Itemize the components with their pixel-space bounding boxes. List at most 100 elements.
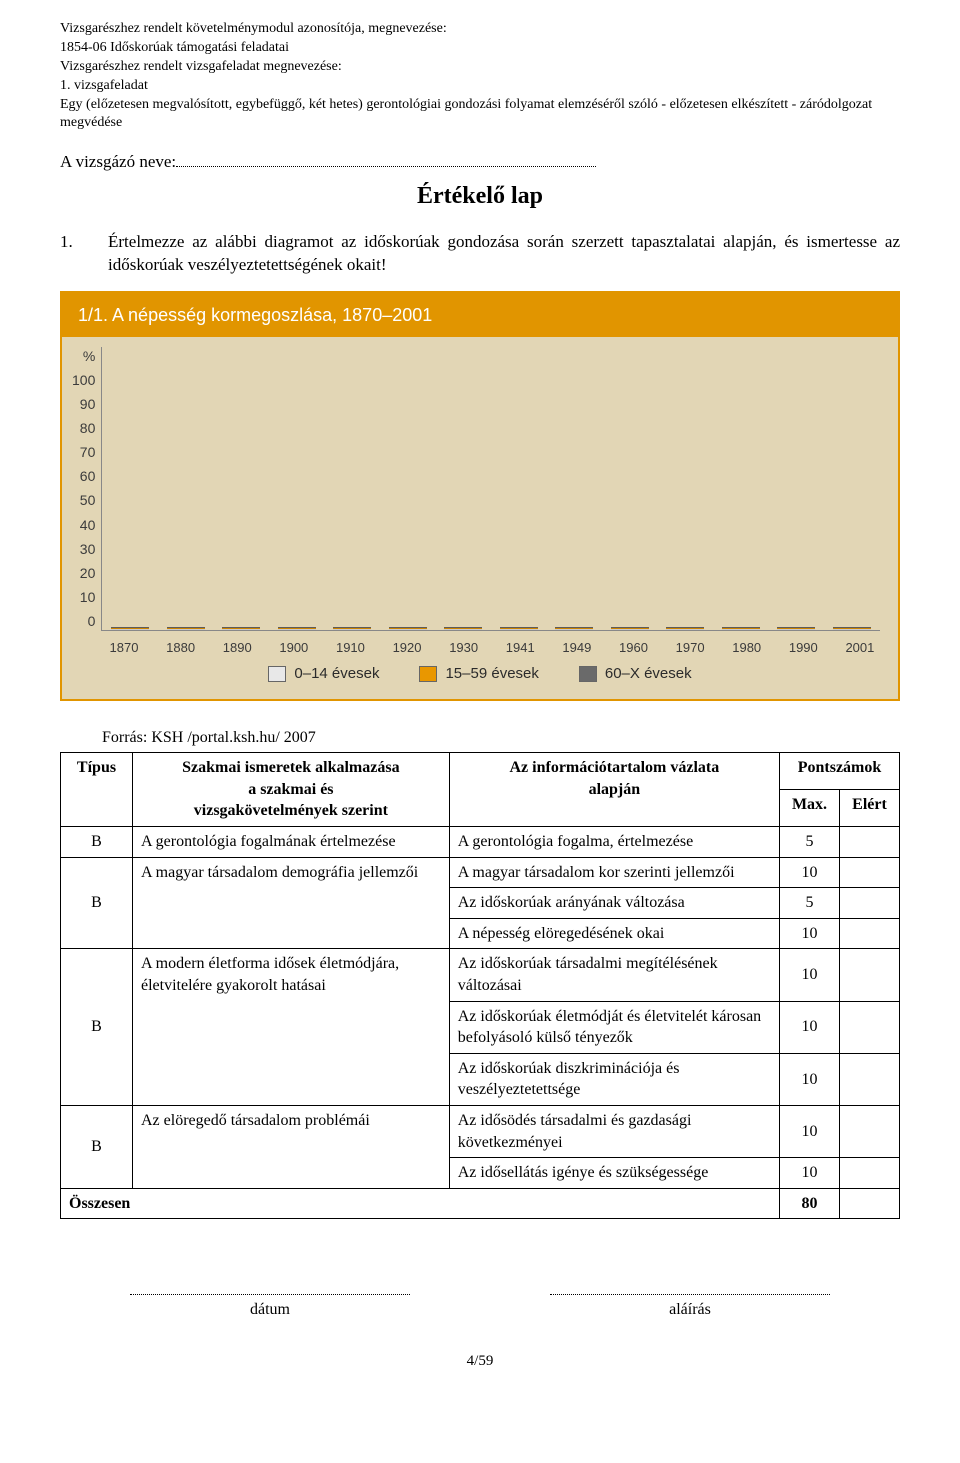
cell-elert xyxy=(840,1105,900,1157)
cell-max: 10 xyxy=(780,918,840,949)
x-tick: 1960 xyxy=(613,639,653,657)
x-tick: 1910 xyxy=(330,639,370,657)
legend-item: 15–59 évesek xyxy=(419,664,538,684)
cell-item: Az időskorúak diszkriminációja és veszél… xyxy=(449,1053,779,1105)
stacked-bar xyxy=(666,627,704,630)
bar-segment xyxy=(611,629,649,630)
legend-swatch xyxy=(579,666,597,682)
bar-segment xyxy=(777,629,815,630)
bar-column xyxy=(221,627,261,630)
cell-elert xyxy=(840,888,900,919)
bar-column xyxy=(721,627,761,630)
stacked-bar xyxy=(777,627,815,630)
question-number: 1. xyxy=(60,231,80,277)
cell-total-elert xyxy=(840,1188,900,1219)
cell-item: Az időskorúak társadalmi megítélésének v… xyxy=(449,949,779,1001)
cell-type: B xyxy=(61,857,133,949)
table-row: BAz elöregedő társadalom problémáiAz idő… xyxy=(61,1105,900,1157)
cell-type: B xyxy=(61,827,133,858)
bar-column xyxy=(776,627,816,630)
cell-topic: Az elöregedő társadalom problémái xyxy=(133,1105,450,1188)
y-tick: 30 xyxy=(80,540,96,559)
y-tick: 90 xyxy=(80,395,96,414)
bar-segment xyxy=(389,629,427,630)
stacked-bar xyxy=(333,627,371,630)
examinee-name-line: A vizsgázó neve: xyxy=(60,151,900,174)
bar-column xyxy=(166,627,206,630)
table-row: BA modern életforma idősek életmódjára, … xyxy=(61,949,900,1001)
cell-total-value: 80 xyxy=(780,1188,840,1219)
signature-column: aláírás xyxy=(550,1279,830,1321)
legend-swatch xyxy=(419,666,437,682)
chart-bars xyxy=(101,347,880,631)
bar-segment xyxy=(555,629,593,630)
legend-label: 0–14 évesek xyxy=(294,665,379,682)
bar-segment xyxy=(222,629,260,630)
cell-elert xyxy=(840,827,900,858)
date-label: dátum xyxy=(130,1299,410,1321)
cell-item: A népesség elöregedésének okai xyxy=(449,918,779,949)
x-tick: 1870 xyxy=(104,639,144,657)
header-line: Vizsgarészhez rendelt követelménymodul a… xyxy=(60,20,900,39)
cell-type: B xyxy=(61,949,133,1106)
cell-elert xyxy=(840,1158,900,1189)
y-tick: 70 xyxy=(80,443,96,462)
date-dotted-line xyxy=(130,1279,410,1295)
th-type: Típus xyxy=(61,753,133,827)
th-max: Max. xyxy=(780,790,840,827)
cell-topic: A gerontológia fogalmának értelmezése xyxy=(133,827,450,858)
cell-type: B xyxy=(61,1105,133,1188)
x-tick: 1970 xyxy=(670,639,710,657)
bar-segment xyxy=(444,629,482,630)
x-tick: 1920 xyxy=(387,639,427,657)
page-number: 4/59 xyxy=(60,1351,900,1371)
cell-max: 5 xyxy=(780,827,840,858)
bar-column xyxy=(832,627,872,630)
th-elert: Elért xyxy=(840,790,900,827)
stacked-bar xyxy=(500,627,538,630)
y-axis-unit: % xyxy=(83,347,95,366)
cell-elert xyxy=(840,949,900,1001)
th-topic-l1: Szakmai ismeretek alkalmazása xyxy=(141,757,441,779)
population-chart: 1/1. A népesség kormegoszlása, 1870–2001… xyxy=(60,291,900,701)
chart-title: 1/1. A népesség kormegoszlása, 1870–2001 xyxy=(62,293,898,337)
stacked-bar xyxy=(611,627,649,630)
x-tick: 2001 xyxy=(840,639,880,657)
th-topic: Szakmai ismeretek alkalmazása a szakmai … xyxy=(133,753,450,827)
y-tick: 10 xyxy=(80,588,96,607)
cell-topic: A modern életforma idősek életmódjára, é… xyxy=(133,949,450,1106)
page-title: Értékelő lap xyxy=(60,180,900,212)
cell-max: 10 xyxy=(780,949,840,1001)
bar-column xyxy=(443,627,483,630)
x-tick: 1941 xyxy=(500,639,540,657)
name-dotted-line xyxy=(176,152,596,167)
chart-plot-area: % 1009080706050403020100 xyxy=(62,337,898,637)
cell-max: 10 xyxy=(780,1053,840,1105)
bar-column xyxy=(554,627,594,630)
x-tick: 1980 xyxy=(727,639,767,657)
cell-max: 10 xyxy=(780,1105,840,1157)
table-row: BA magyar társadalom demográfia jellemző… xyxy=(61,857,900,888)
module-header: Vizsgarészhez rendelt követelménymodul a… xyxy=(60,20,900,133)
th-info-l2: alapján xyxy=(458,779,771,801)
stacked-bar xyxy=(278,627,316,630)
header-line: 1. vizsgafeladat xyxy=(60,77,900,96)
y-tick: 20 xyxy=(80,564,96,583)
chart-legend: 0–14 évesek 15–59 évesek 60–X évesek xyxy=(62,664,898,684)
x-tick: 1890 xyxy=(217,639,257,657)
bar-segment xyxy=(500,629,538,630)
cell-item: Az időskorúak életmódját és életvitelét … xyxy=(449,1001,779,1053)
y-tick: 100 xyxy=(72,371,95,390)
header-line: Egy (előzetesen megvalósított, egybefügg… xyxy=(60,96,900,134)
table-row: BA gerontológia fogalmának értelmezéseA … xyxy=(61,827,900,858)
bar-segment xyxy=(167,629,205,630)
th-topic-l3: vizsgakövetelmények szerint xyxy=(141,800,441,822)
cell-elert xyxy=(840,857,900,888)
stacked-bar xyxy=(444,627,482,630)
x-tick: 1900 xyxy=(274,639,314,657)
stacked-bar xyxy=(111,627,149,630)
legend-label: 15–59 évesek xyxy=(445,665,538,682)
cell-max: 5 xyxy=(780,888,840,919)
chart-x-axis: 1870188018901900191019201930194119491960… xyxy=(62,637,898,655)
cell-item: Az idősödés társadalmi és gazdasági köve… xyxy=(449,1105,779,1157)
